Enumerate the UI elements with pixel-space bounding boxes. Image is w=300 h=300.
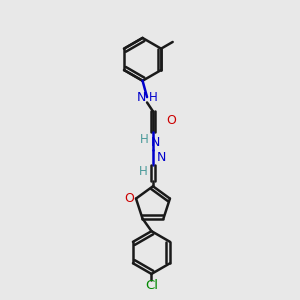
Text: N: N (157, 151, 167, 164)
Text: H: H (149, 91, 158, 103)
Text: H: H (140, 133, 149, 146)
Text: O: O (166, 114, 176, 127)
Text: N: N (151, 136, 160, 149)
Text: N: N (137, 91, 146, 104)
Text: H: H (139, 165, 148, 178)
Text: Cl: Cl (145, 279, 158, 292)
Text: O: O (124, 192, 134, 205)
